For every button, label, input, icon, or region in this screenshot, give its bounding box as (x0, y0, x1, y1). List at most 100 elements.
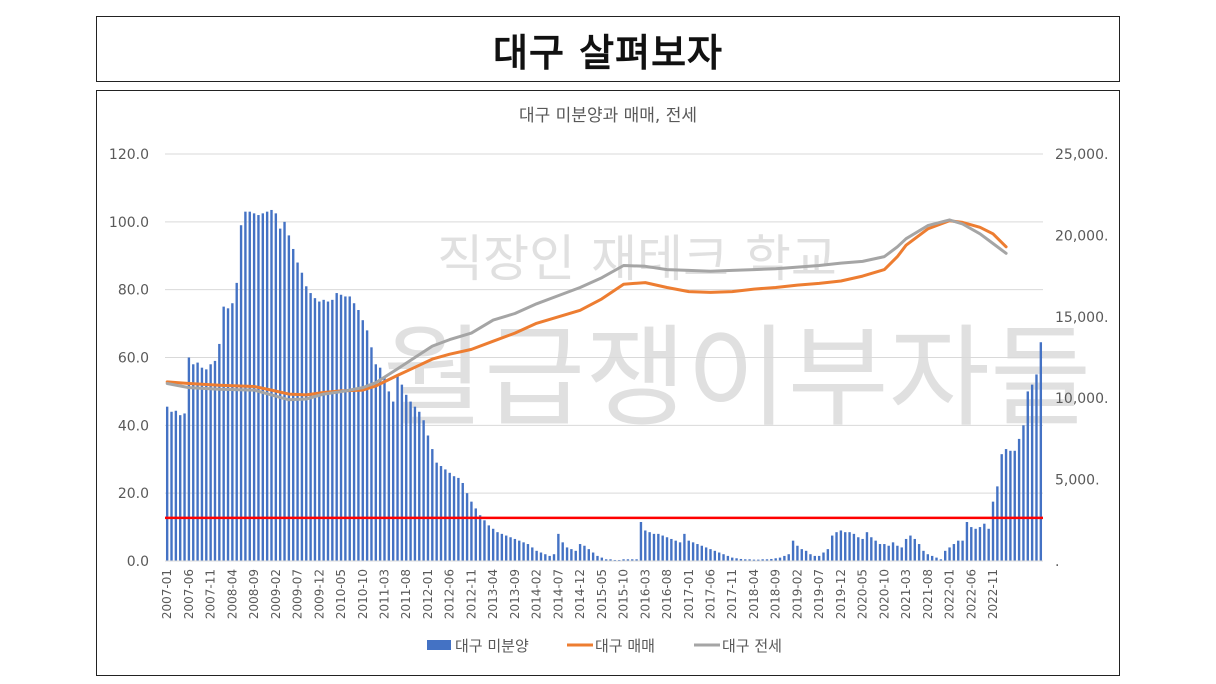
bar (174, 410, 178, 561)
x-tick-label: 2021-03 (899, 569, 913, 619)
bar (1004, 449, 1008, 561)
bar (648, 532, 651, 561)
x-tick-label: 2010-10 (356, 569, 370, 619)
chart-frame: 직장인 재테크 학교 월급쟁이부자들 대구 미분양과 매매, 전세 0.0 20.… (96, 90, 1120, 676)
bar (996, 486, 999, 561)
bar (604, 559, 608, 561)
bar (1030, 384, 1034, 561)
bar (874, 540, 877, 561)
x-tick-label: 2009-02 (269, 569, 283, 619)
bar (444, 469, 447, 561)
bar (496, 532, 499, 561)
bar (731, 557, 734, 561)
x-tick-label: 2015-05 (595, 569, 609, 619)
bar (561, 542, 564, 561)
bar (878, 544, 882, 561)
x-tick-label: 2018-04 (747, 569, 761, 619)
x-tick-label: 2008-09 (247, 569, 261, 619)
bar (278, 228, 282, 561)
bar (170, 411, 173, 561)
bar (635, 559, 638, 561)
bar (830, 535, 834, 561)
bar (983, 523, 986, 561)
x-tick-label: 2019-02 (790, 569, 804, 619)
bar (483, 520, 486, 561)
bar (339, 294, 343, 561)
bar (639, 521, 643, 561)
x-tick-label: 2007-01 (160, 569, 174, 619)
x-tick-label: 2007-06 (182, 569, 196, 619)
bar (787, 554, 790, 561)
bar (200, 367, 204, 561)
bar (748, 559, 751, 561)
bar (926, 554, 930, 561)
bar (426, 435, 430, 561)
x-tick-label: 2019-07 (812, 569, 826, 619)
bar (344, 296, 347, 561)
y-right-tick-label: 25,000. (1055, 147, 1108, 163)
bar (270, 209, 273, 561)
bar (883, 544, 886, 561)
bar (287, 235, 291, 561)
bar (222, 306, 225, 561)
bar (691, 542, 695, 561)
bar (687, 540, 690, 561)
legend-label: 대구 미분양 (455, 637, 529, 655)
bar (283, 221, 286, 562)
series-line (165, 219, 1008, 397)
bar (1022, 425, 1025, 561)
bar (813, 555, 817, 561)
bar (226, 308, 230, 561)
bar (265, 211, 269, 561)
bar (1009, 450, 1012, 561)
y-right-tick-label: . (1055, 554, 1059, 570)
bar (331, 299, 334, 561)
bar (704, 547, 708, 561)
x-tick-label: 2019-12 (834, 569, 848, 619)
bar (778, 557, 782, 561)
bar (913, 538, 916, 561)
watermark-line1: 직장인 재테크 학교 (437, 230, 837, 288)
x-tick-label: 2014-07 (551, 569, 565, 619)
bar (518, 540, 521, 561)
bar (922, 550, 925, 561)
x-tick-label: 2012-06 (443, 569, 457, 619)
bar (418, 411, 421, 561)
bar (683, 533, 686, 561)
bar (552, 554, 556, 561)
bar (1035, 374, 1038, 561)
series-line (165, 218, 1008, 402)
bar (1000, 454, 1003, 561)
bar (574, 550, 577, 561)
x-tick-label: 2011-08 (399, 569, 413, 619)
bar (431, 449, 434, 561)
bar (457, 477, 460, 561)
bar (309, 293, 312, 561)
bar (935, 557, 938, 561)
bar (292, 248, 295, 561)
bar (948, 547, 951, 561)
bar (239, 225, 243, 561)
bar (435, 462, 438, 561)
bar (909, 535, 912, 561)
bar (618, 559, 621, 561)
bar (957, 540, 960, 561)
bar (870, 537, 873, 561)
bar (739, 558, 743, 561)
bar (904, 538, 908, 561)
x-tick-label: 2021-08 (921, 569, 935, 619)
bar (835, 532, 838, 561)
bar (609, 559, 612, 561)
bar (365, 330, 369, 561)
legend-label: 대구 전세 (722, 637, 782, 655)
bar (544, 554, 547, 561)
bar (717, 552, 721, 561)
bar (631, 559, 634, 561)
bar (187, 357, 191, 561)
bar (652, 533, 656, 561)
bar (917, 544, 921, 561)
bar (322, 299, 325, 561)
bar (405, 394, 408, 561)
bar (413, 406, 417, 561)
bar (183, 413, 186, 561)
